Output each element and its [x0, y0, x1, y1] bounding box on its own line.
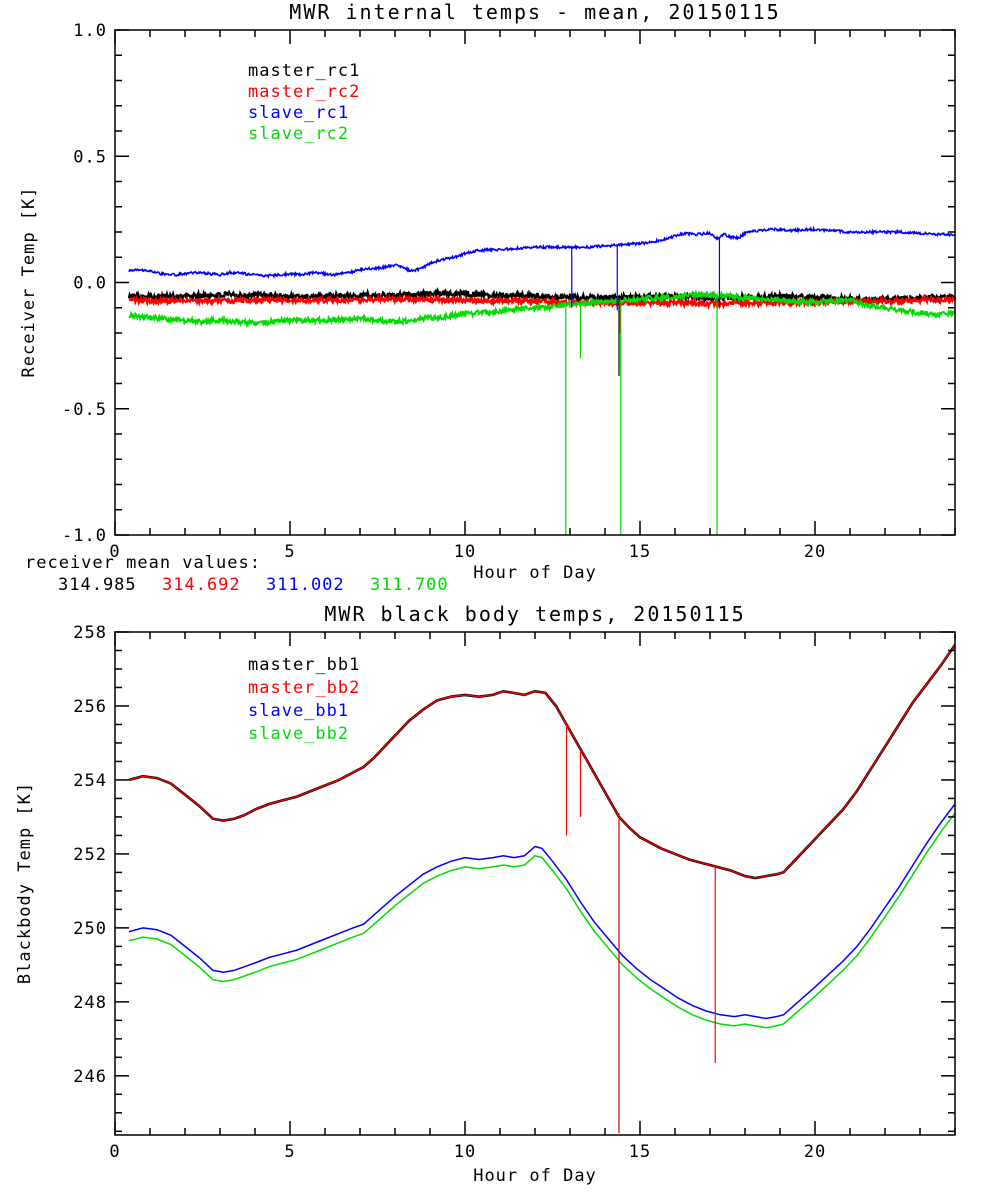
y-tick-label: 254 [73, 771, 107, 791]
receiver-mean-values: 314.985 314.692 311.002 311.700 [58, 575, 449, 595]
y-tick-label: 246 [73, 1067, 107, 1087]
receiver-yaxis-label: Receiver Temp [K] [19, 187, 39, 378]
legend-master_bb2: master_bb2 [248, 678, 360, 698]
legend-master_rc2: master_rc2 [248, 82, 360, 102]
receiver-temp-plot: 0 5 10 15 20 -1.0 -0.5 0.0 0.5 1.0 master_rc1maste… [62, 21, 957, 562]
y-tick-label: -1.0 [62, 526, 107, 546]
y-tick-label: 250 [73, 919, 107, 939]
series-slave_rc1 [128, 225, 956, 280]
legend-master_bb1: master_bb1 [248, 655, 360, 675]
series-slave_bb2 [128, 812, 956, 1029]
receiver-xaxis-label: Hour of Day [473, 563, 597, 583]
x-tick-label: 5 [284, 542, 295, 562]
plot-frame [114, 29, 956, 536]
blackbody-xaxis-label: Hour of Day [473, 1166, 597, 1186]
y-tick-label: 248 [73, 993, 107, 1013]
legend-slave_bb2: slave_bb2 [248, 724, 349, 744]
blackbody-chart-title: MWR black body temps, 20150115 [324, 602, 745, 626]
y-tick-label: -0.5 [62, 400, 107, 420]
plot-frame [114, 631, 956, 1136]
series-master_rc1 [127, 286, 957, 306]
series-slave_bb1 [128, 803, 956, 1020]
series-slave_rc2 [128, 289, 956, 328]
y-tick-label: 0.0 [73, 274, 107, 294]
receiver-chart-title: MWR internal temps - mean, 20150115 [289, 0, 780, 24]
x-tick-label: 10 [454, 1142, 476, 1162]
x-tick-label: 20 [804, 542, 826, 562]
mean-value: 314.985 [58, 575, 137, 595]
y-tick-label: 0.5 [73, 147, 107, 167]
x-tick-label: 5 [284, 1142, 295, 1162]
y-tick-label: 252 [73, 845, 107, 865]
x-tick-label: 20 [804, 1142, 826, 1162]
x-tick-label: 0 [109, 542, 120, 562]
legend-slave_rc1: slave_rc1 [248, 103, 349, 123]
receiver-mean-values-label: receiver mean values: [25, 553, 261, 573]
legend-master_rc1: master_rc1 [248, 61, 360, 81]
x-tick-label: 0 [109, 1142, 120, 1162]
y-tick-label: 258 [73, 623, 107, 643]
series-master_bb2 [128, 644, 956, 879]
mean-value: 311.002 [266, 575, 345, 595]
x-tick-label: 15 [629, 542, 651, 562]
x-tick-label: 15 [629, 1142, 651, 1162]
legend-slave_bb1: slave_bb1 [248, 701, 349, 721]
mean-value: 314.692 [162, 575, 241, 595]
mean-value: 311.700 [370, 575, 449, 595]
x-tick-label: 10 [454, 542, 476, 562]
blackbody-yaxis-label: Blackbody Temp [K] [15, 782, 35, 984]
blackbody-temp-plot: 0 5 10 15 20 246 248 250 252 254 256 258 master_bb1m… [73, 623, 957, 1162]
y-tick-label: 256 [73, 697, 107, 717]
legend-slave_rc2: slave_rc2 [248, 124, 349, 144]
y-tick-label: 1.0 [73, 21, 107, 41]
